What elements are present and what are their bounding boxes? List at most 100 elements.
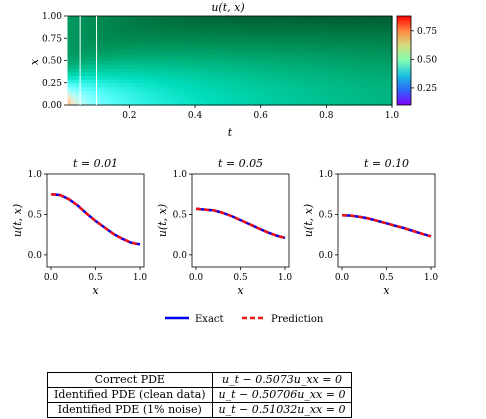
heatmap-cell [164,79,170,84]
heatmap-cell [314,101,320,106]
heatmap-cell [237,79,243,84]
heatmap-cell [383,53,389,58]
heatmap-cell [290,27,296,32]
heatmap-cell [314,23,320,28]
heatmap-cell [375,23,381,28]
heatmap-cell [310,34,316,39]
heatmap-cell [355,23,361,28]
heatmap-cell [197,97,202,102]
heatmap-cell [335,71,340,76]
heatmap-cell [318,49,324,54]
heatmap-cell [343,75,348,80]
heatmap-cell [257,49,263,54]
heatmap-cell [83,64,88,69]
heatmap-cell [148,56,153,62]
heatmap-cell [188,86,194,91]
heatmap-cell [136,101,141,106]
heatmap-cell [221,97,227,102]
heatmap-cell [79,64,84,69]
heatmap-cell [241,90,247,95]
heatmap-cell [176,97,182,102]
heatmap-cell [367,75,373,80]
heatmap-cell [347,34,352,39]
heatmap-cell [99,53,105,58]
heatmap-cell [136,53,141,58]
heatmap-cell [363,41,369,47]
heatmap-cell [335,75,340,80]
heatmap-cell [278,34,283,39]
heatmap-cell [217,67,222,73]
heatmap-cell [201,23,206,28]
heatmap-cell [294,97,300,102]
heatmap-cell [245,90,251,95]
heatmap-cell [229,93,235,99]
heatmap-cell [262,75,267,80]
heatmap-cell [127,64,133,69]
heatmap-cell [197,93,202,99]
heatmap-cell [237,71,243,76]
heatmap-cell [119,97,125,102]
heatmap-cell [221,45,227,50]
heatmap-cell [132,27,137,32]
heatmap-cell [123,23,129,28]
heatmap-cell [294,38,300,43]
heatmap-cell [75,79,80,84]
heatmap-cell [209,90,214,95]
heatmap-cell [209,56,214,62]
heatmap-cell [318,82,324,88]
heatmap-cell [67,49,72,54]
heatmap-cell [79,90,84,95]
heatmap-cell [75,34,80,39]
heatmap-cell [119,34,125,39]
heatmap-cell [99,97,105,102]
heatmap-cell [347,53,352,58]
heatmap-cell [367,93,373,99]
heatmap-cell [225,53,231,58]
heatmap-cell [197,27,202,32]
heatmap-cell [383,101,389,106]
heatmap-cell [387,97,393,102]
heatmap-cell [164,75,170,80]
heatmap-cell [127,60,133,65]
heatmap-cell [111,90,117,95]
heatmap-cell [290,23,296,28]
heatmap-cell [213,97,218,102]
heatmap-cell [335,56,340,62]
heatmap-cell [359,27,365,32]
heatmap-cell [347,97,352,102]
heatmap-cell [347,86,352,91]
heatmap-cell [213,60,218,65]
heatmap-cell [351,16,357,21]
heatmap-x-axis: 0.2 0.4 0.6 0.8 1.0 [122,105,399,121]
heatmap-cell [245,64,251,69]
heatmap-cell [91,86,97,91]
heatmap-cell [201,71,206,76]
heatmap-cell [286,67,292,73]
heatmap-cell [99,41,105,47]
heatmap-cell [339,41,344,47]
heatmap-cell [180,75,186,80]
heatmap-cell [197,82,202,88]
heatmap-cell [71,90,76,95]
heatmap-cell [335,34,340,39]
heatmap-cell [67,64,72,69]
heatmap-cell [367,56,373,62]
heatmap-cell [371,16,377,21]
heatmap-cell [205,75,210,80]
heatmap-cell [176,64,182,69]
heatmap-cell [290,75,296,80]
heatmap-cell [302,90,308,95]
heatmap-cell [197,79,202,84]
heatmap-cell [249,45,255,50]
heatmap-cell [331,86,336,91]
heatmap-cell [180,60,186,65]
heatmap-cell [91,97,97,102]
heatmap-cell [152,23,157,28]
heatmap-cell [270,49,275,54]
heatmap-cell [127,53,133,58]
heatmap-cell [152,71,157,76]
heatmap-cell [209,30,214,36]
heatmap-cell [156,27,162,32]
heatmap-cell [253,86,259,91]
heatmap-cell [136,86,141,91]
